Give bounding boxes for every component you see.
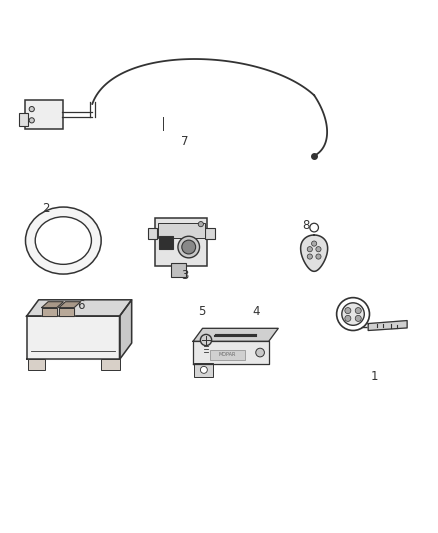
Polygon shape (27, 316, 120, 359)
Circle shape (345, 308, 351, 313)
FancyBboxPatch shape (170, 263, 186, 277)
Circle shape (316, 254, 321, 259)
Polygon shape (193, 328, 278, 341)
FancyBboxPatch shape (155, 217, 207, 265)
Polygon shape (59, 302, 81, 308)
Text: 1: 1 (371, 370, 378, 383)
FancyBboxPatch shape (158, 223, 205, 238)
FancyBboxPatch shape (205, 228, 215, 239)
Circle shape (307, 254, 312, 259)
Text: 5: 5 (198, 305, 205, 318)
Circle shape (201, 366, 207, 373)
FancyBboxPatch shape (210, 350, 245, 360)
Polygon shape (300, 235, 328, 271)
Circle shape (201, 334, 212, 345)
Polygon shape (42, 308, 57, 316)
Circle shape (355, 316, 361, 321)
FancyBboxPatch shape (28, 359, 45, 370)
Text: 8: 8 (302, 219, 309, 232)
Text: 3: 3 (181, 269, 188, 281)
Circle shape (178, 236, 200, 258)
Circle shape (307, 247, 312, 252)
Ellipse shape (35, 217, 92, 264)
Polygon shape (42, 302, 64, 308)
Text: 2: 2 (42, 201, 50, 215)
FancyBboxPatch shape (19, 113, 28, 126)
FancyBboxPatch shape (25, 100, 64, 130)
Circle shape (29, 107, 34, 112)
Circle shape (182, 240, 196, 254)
Circle shape (256, 348, 265, 357)
Text: 7: 7 (180, 135, 188, 148)
FancyBboxPatch shape (194, 363, 213, 377)
Polygon shape (193, 341, 269, 364)
Circle shape (198, 222, 203, 227)
Text: 6: 6 (77, 299, 85, 312)
Circle shape (355, 308, 361, 313)
Ellipse shape (342, 303, 364, 325)
FancyBboxPatch shape (159, 236, 173, 249)
Circle shape (311, 241, 317, 246)
Circle shape (29, 118, 34, 123)
FancyBboxPatch shape (101, 359, 120, 370)
Polygon shape (368, 320, 407, 330)
Text: 4: 4 (252, 305, 259, 318)
Polygon shape (59, 308, 74, 316)
Polygon shape (27, 300, 132, 316)
Ellipse shape (25, 207, 101, 274)
Circle shape (316, 247, 321, 252)
Polygon shape (120, 300, 132, 359)
FancyBboxPatch shape (148, 228, 157, 239)
Text: MOPAR: MOPAR (219, 352, 237, 357)
Circle shape (345, 316, 351, 321)
